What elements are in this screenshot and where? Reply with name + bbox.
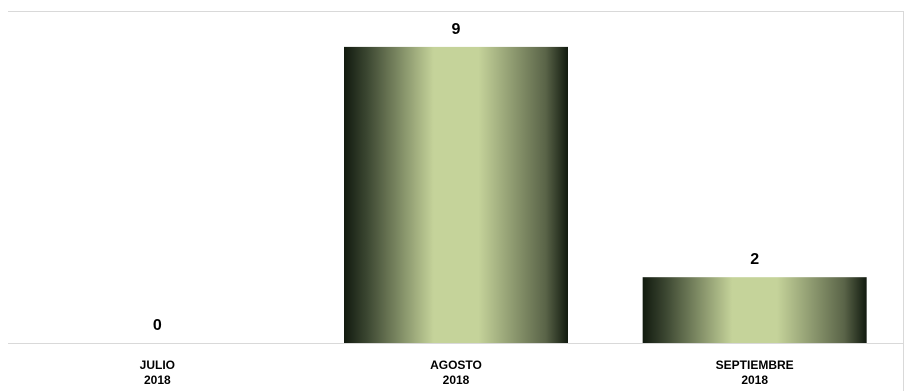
- tick-label-0-0: JULIO: [140, 358, 175, 372]
- tick-label-1-1: 2018: [443, 373, 470, 387]
- bar-1: [344, 46, 568, 344]
- chart-frame: [8, 11, 904, 391]
- data-label-0: 0: [153, 317, 162, 334]
- tick-label-2-1: 2018: [741, 373, 768, 387]
- bar-2: [642, 277, 867, 343]
- data-label-1: 9: [452, 21, 461, 38]
- tick-label-1-0: AGOSTO: [430, 358, 482, 372]
- bars-layer: [344, 46, 867, 344]
- tick-label-2-0: SEPTIEMBRE: [716, 358, 794, 372]
- tick-label-0-1: 2018: [144, 373, 171, 387]
- data-label-2: 2: [750, 251, 759, 268]
